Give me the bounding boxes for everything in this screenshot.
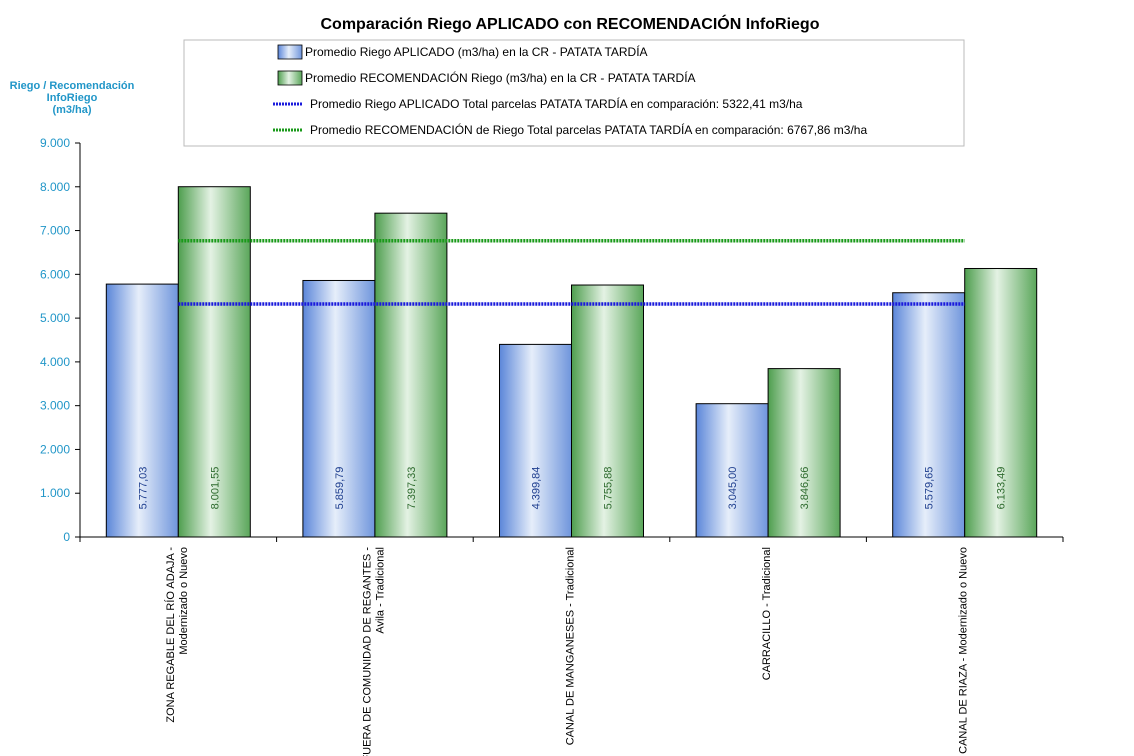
bar-applied [499,343,572,538]
legend-label-recommended: Promedio RECOMENDACIÓN Riego (m3/ha) en … [305,70,696,85]
category-label: CARRACILLO - Tradicional [761,547,773,680]
y-tick-label: 1.000 [40,486,70,500]
bar-recommended [767,368,841,538]
bar-recommended-label: 3.846,66 [799,467,811,510]
y-axis-label-line-1: Riego / Recomendación [10,80,135,92]
bar-applied [105,283,179,538]
legend-swatch-applied [277,44,303,60]
y-tick-label: 0 [63,530,70,544]
bar-recommended [374,212,448,538]
legend-box [183,39,965,147]
bar-applied-label: 4.399,84 [531,467,543,510]
y-tick-label: 4.000 [40,355,70,369]
bars [105,186,1038,538]
y-tick-label: 7.000 [40,224,70,238]
legend-label-recommended-total: Promedio RECOMENDACIÓN de Riego Total pa… [310,122,867,137]
chart-title: Comparación Riego APLICADO con RECOMENDA… [321,14,820,33]
y-axis-label-line-2: InfoRiego [47,92,98,104]
bar-applied [695,403,769,538]
bar-recommended-label: 5.755,88 [603,467,615,510]
data-labels: 5.777,03 8.001,55 5.859,79 7.397,33 4.399,84… [137,467,1007,510]
legend-swatch-recommended [277,70,303,86]
category-label: FUERA DE COMUNIDAD DE REGANTES - [361,547,373,756]
category-label: ZONA REGABLE DEL RÍO ADAJA - [164,547,177,723]
bar-applied [892,292,966,538]
bar-recommended [177,186,251,538]
category-label: CANAL DE MANGANESES - Tradicional [565,547,577,745]
legend-label-applied-total: Promedio Riego APLICADO Total parcelas P… [310,96,803,111]
bar-recommended [571,284,644,538]
y-tick-label: 6.000 [40,267,70,281]
category-label: CANAL DE RIAZA - Modernizado o Nuevo [958,547,970,754]
bar-applied-label: 5.859,79 [334,467,346,510]
bar-recommended [964,267,1038,538]
legend: Promedio Riego APLICADO (m3/ha) en la CR… [183,39,965,147]
category-label: Avila - Tradicional [374,547,386,634]
y-tick-label: 2.000 [40,442,70,456]
axes: 0 1.000 2.000 3.000 4.000 5.000 6.000 7.000 8.00… [40,136,1064,544]
category-labels: ZONA REGABLE DEL RÍO ADAJA - Modernizado … [164,547,970,756]
reference-lines [178,238,965,306]
bar-applied-label: 5.777,03 [137,467,149,510]
bar-recommended-label: 8.001,55 [209,467,221,510]
bar-applied-label: 5.579,65 [924,467,936,510]
y-tick-label: 5.000 [40,311,70,325]
bar-applied-label: 3.045,00 [727,467,739,510]
category-label: Modernizado o Nuevo [178,547,190,655]
y-tick-label: 9.000 [40,136,70,150]
bar-recommended-label: 6.133,49 [996,467,1008,510]
y-tick-label: 8.000 [40,180,70,194]
y-tick-label: 3.000 [40,399,70,413]
y-axis-label-line-3: (m3/ha) [52,104,91,116]
legend-label-applied: Promedio Riego APLICADO (m3/ha) en la CR… [305,44,648,59]
bar-recommended-label: 7.397,33 [406,467,418,510]
bar-applied [302,279,376,538]
